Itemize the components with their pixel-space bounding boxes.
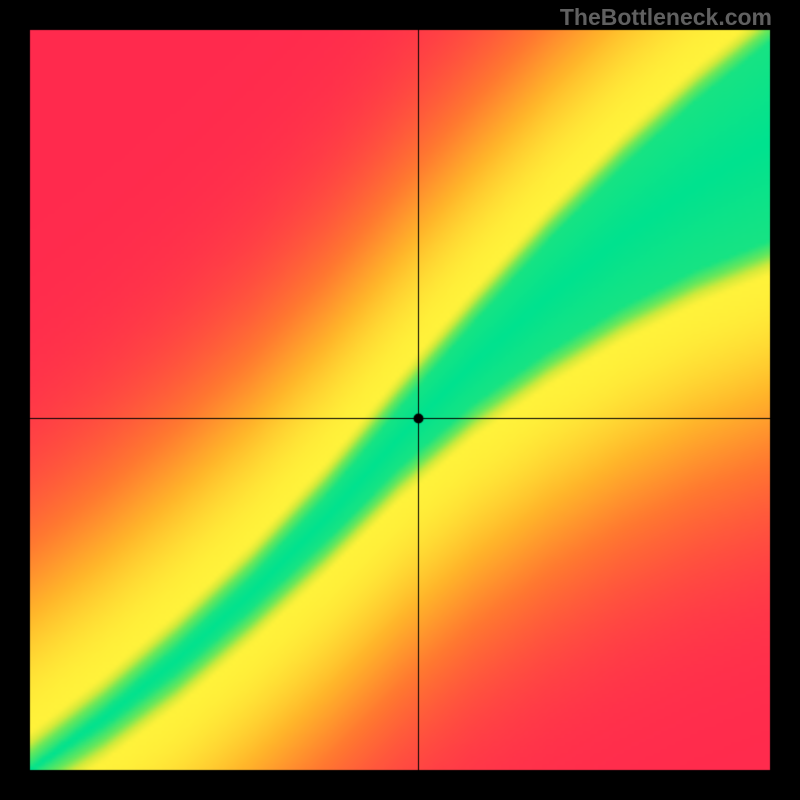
watermark-text: TheBottleneck.com: [560, 4, 772, 31]
chart-container: TheBottleneck.com: [0, 0, 800, 800]
bottleneck-heatmap: [0, 0, 800, 800]
